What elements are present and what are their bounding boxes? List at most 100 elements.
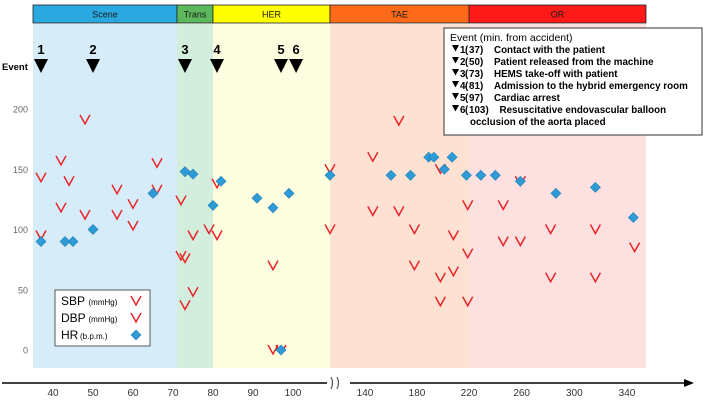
event-legend-id: 4: [460, 81, 466, 92]
sbp-point: [35, 172, 47, 184]
phase-label: OR: [551, 10, 565, 20]
event-legend-triangle: [452, 57, 459, 64]
hr-point: [267, 202, 279, 214]
event-legend-id: 6: [460, 105, 466, 116]
sbp-point: [151, 157, 163, 169]
event-legend-desc: Resuscitative endovascular balloon: [500, 105, 667, 116]
event-legend-desc: HEMS take-off with patient: [494, 69, 618, 80]
dbp-point: [79, 209, 91, 221]
event-number: 6: [292, 42, 299, 57]
series-legend-rows: SBP (mmHg)DBP (mmHg) HR (b.p.m.): [61, 294, 142, 342]
x-tick-label: 70: [167, 388, 179, 399]
event-number: 1: [37, 42, 44, 57]
hr-point: [550, 187, 562, 199]
dbp-point: [589, 272, 602, 284]
event-legend-paren-open: (: [465, 57, 469, 68]
dbp-point: [367, 206, 379, 217]
event-legend-box: [443, 27, 703, 136]
x-axis-arrow: [684, 379, 694, 387]
dbp-point: [408, 224, 421, 236]
data-points: [35, 114, 641, 356]
event-legend-rows: 1 37 Contact with the patient () 2 50 Patient …: [452, 45, 688, 128]
dbp-point: [447, 266, 460, 278]
event-marker-triangle: [289, 59, 304, 73]
event-number: 5: [277, 42, 284, 57]
dbp-point: [514, 236, 527, 248]
event-legend-minute: 81: [469, 81, 480, 92]
dbp-point: [447, 230, 460, 242]
event-legend-id: 1: [460, 45, 466, 56]
dbp-point: [127, 220, 139, 232]
sbp-point: [111, 184, 123, 196]
event-number: 4: [213, 42, 221, 57]
event-legend-paren-open: (: [465, 45, 469, 56]
dbp-point: [111, 209, 123, 221]
hr-point: [179, 166, 191, 178]
phase-label: TAE: [391, 10, 408, 20]
event-legend-paren-open: (: [465, 105, 469, 116]
dbp-point: [462, 296, 474, 308]
x-tick-label: 50: [87, 388, 99, 399]
hr-point: [385, 169, 397, 181]
sbp-point: [63, 175, 75, 187]
event-legend-id: 3: [460, 69, 466, 80]
event-legend-title: Event (min. from accident): [450, 32, 573, 44]
hr-point: [59, 236, 71, 247]
phase-band-trans: [177, 24, 213, 368]
event-number: 3: [181, 42, 188, 57]
event-marker-triangle: [86, 59, 100, 73]
dbp-point: [544, 272, 557, 284]
event-legend-triangle: [452, 69, 459, 76]
hr-point: [428, 151, 440, 163]
event-legend-minute: 73: [469, 69, 480, 80]
x-tick-label: 220: [461, 388, 478, 399]
dbp-point: [179, 300, 191, 311]
series-legend-marker: [130, 312, 142, 324]
event-marker-triangle: [34, 59, 48, 73]
series-legend: SBP (mmHg)DBP (mmHg) HR (b.p.m.): [54, 289, 151, 347]
hr-point: [67, 236, 79, 247]
event-legend: Event (min. from accident) 1 37 Contact wi…: [443, 27, 703, 136]
hr-point: [627, 212, 639, 223]
dbp-point: [462, 248, 474, 260]
y-tick-label: 50: [18, 285, 28, 295]
x-tick-label: 300: [566, 388, 583, 399]
phase-label: HER: [262, 10, 282, 20]
hr-point: [438, 163, 450, 175]
hr-point: [460, 169, 472, 181]
x-tick-label: 100: [285, 388, 302, 399]
sbp-point: [462, 200, 474, 211]
event-legend-minute: 50: [469, 57, 480, 68]
event-legend-desc: Patient released from the machine: [494, 57, 654, 68]
event-legend-paren-open: (: [465, 93, 469, 104]
y-tick-label: 0: [23, 346, 28, 356]
event-legend-paren-close: ): [480, 81, 483, 92]
sbp-point: [179, 253, 191, 264]
x-tick-label: 340: [619, 388, 636, 399]
event-legend-minute: 97: [469, 93, 480, 104]
series-legend-name: HR: [61, 328, 79, 342]
event-legend-paren-open: (: [465, 69, 469, 80]
sbp-point: [55, 155, 67, 167]
series-legend-marker: [130, 295, 142, 307]
y-tick-label: 200: [13, 105, 28, 115]
sbp-point: [127, 198, 139, 210]
dbp-point: [408, 260, 421, 272]
x-tick-label: 180: [409, 388, 426, 399]
event-marker-triangle: [210, 59, 224, 73]
axes: 0 50 100 150 200 Event 40 50 60 70 80 90 100 140 180 22…: [2, 62, 694, 399]
x-tick-label: 40: [47, 388, 59, 399]
series-legend-unit: (mmHg): [89, 298, 118, 307]
series-legend-name: SBP: [61, 294, 85, 308]
hr-point: [215, 175, 227, 187]
hr-point: [87, 224, 99, 235]
hr-point: [275, 344, 287, 356]
series-legend-marker: [130, 329, 142, 341]
series-legend-unit: (b.p.m.): [80, 332, 108, 341]
y-tick-label: 150: [13, 165, 28, 175]
event-legend-triangle: [452, 81, 459, 88]
phase-header-or: [468, 4, 647, 24]
event-legend-desc: occlusion of the aorta placed: [470, 117, 606, 128]
dbp-point: [434, 296, 447, 308]
